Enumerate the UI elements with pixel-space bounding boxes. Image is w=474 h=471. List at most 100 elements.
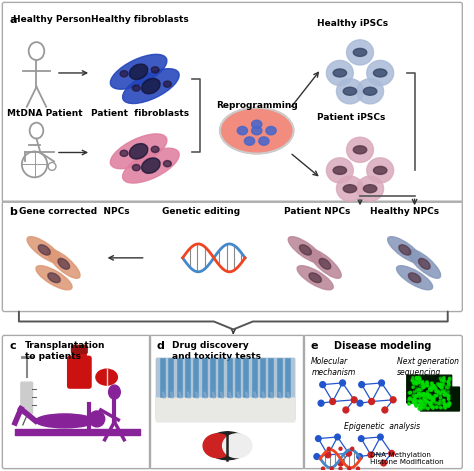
Ellipse shape xyxy=(440,406,443,409)
Ellipse shape xyxy=(318,400,324,406)
Ellipse shape xyxy=(418,381,420,383)
Ellipse shape xyxy=(343,407,349,413)
Ellipse shape xyxy=(419,396,421,398)
Ellipse shape xyxy=(416,378,419,380)
Ellipse shape xyxy=(346,137,374,162)
Ellipse shape xyxy=(439,385,441,387)
Ellipse shape xyxy=(432,384,434,387)
Ellipse shape xyxy=(368,452,374,458)
Ellipse shape xyxy=(432,397,435,399)
Ellipse shape xyxy=(423,392,425,395)
Ellipse shape xyxy=(423,407,426,409)
Ellipse shape xyxy=(223,434,252,458)
Ellipse shape xyxy=(330,398,336,405)
Ellipse shape xyxy=(419,404,422,406)
Ellipse shape xyxy=(444,406,446,409)
Text: Genetic editing: Genetic editing xyxy=(162,207,240,216)
Ellipse shape xyxy=(422,394,425,397)
Ellipse shape xyxy=(428,388,431,390)
Ellipse shape xyxy=(415,390,418,392)
Ellipse shape xyxy=(132,164,140,171)
Ellipse shape xyxy=(443,377,445,379)
Ellipse shape xyxy=(413,398,416,400)
Ellipse shape xyxy=(447,402,450,405)
Ellipse shape xyxy=(129,144,148,159)
Ellipse shape xyxy=(346,450,352,456)
Ellipse shape xyxy=(435,387,437,389)
Ellipse shape xyxy=(434,389,437,391)
Ellipse shape xyxy=(431,384,433,387)
Ellipse shape xyxy=(389,450,394,456)
Ellipse shape xyxy=(412,401,415,403)
Ellipse shape xyxy=(422,394,425,397)
Ellipse shape xyxy=(58,259,70,269)
Ellipse shape xyxy=(422,386,425,388)
Ellipse shape xyxy=(447,398,450,400)
FancyBboxPatch shape xyxy=(68,356,91,388)
Ellipse shape xyxy=(252,126,262,135)
Ellipse shape xyxy=(409,273,421,283)
Text: d: d xyxy=(156,341,164,351)
Ellipse shape xyxy=(421,404,423,406)
Ellipse shape xyxy=(413,391,416,393)
Ellipse shape xyxy=(429,404,432,406)
Ellipse shape xyxy=(418,378,420,380)
Ellipse shape xyxy=(423,401,425,404)
Text: Epigenetic  analysis: Epigenetic analysis xyxy=(345,422,420,431)
Ellipse shape xyxy=(438,391,440,393)
Ellipse shape xyxy=(309,249,341,278)
Ellipse shape xyxy=(448,378,451,381)
Ellipse shape xyxy=(436,406,438,408)
Ellipse shape xyxy=(420,406,422,408)
FancyBboxPatch shape xyxy=(156,358,295,420)
Ellipse shape xyxy=(411,398,414,401)
Ellipse shape xyxy=(446,394,448,397)
Ellipse shape xyxy=(448,377,451,380)
Ellipse shape xyxy=(369,398,374,405)
Ellipse shape xyxy=(430,389,432,391)
Ellipse shape xyxy=(340,380,346,386)
Ellipse shape xyxy=(314,454,319,459)
Ellipse shape xyxy=(429,402,432,404)
Ellipse shape xyxy=(419,384,422,387)
Ellipse shape xyxy=(316,436,321,441)
Ellipse shape xyxy=(346,40,374,65)
Ellipse shape xyxy=(328,447,330,450)
Ellipse shape xyxy=(413,401,415,404)
Ellipse shape xyxy=(440,386,443,389)
Ellipse shape xyxy=(425,399,427,402)
Ellipse shape xyxy=(444,406,447,409)
Ellipse shape xyxy=(447,387,449,389)
Ellipse shape xyxy=(414,399,416,401)
Ellipse shape xyxy=(382,407,388,413)
Ellipse shape xyxy=(367,60,393,86)
Text: Healthy NPCs: Healthy NPCs xyxy=(370,207,439,216)
Ellipse shape xyxy=(321,467,324,470)
Text: DNA Methylation
Histone Modification: DNA Methylation Histone Modification xyxy=(370,452,443,465)
Ellipse shape xyxy=(120,71,128,77)
Ellipse shape xyxy=(416,382,418,385)
Text: Healthy Person: Healthy Person xyxy=(13,15,91,24)
Ellipse shape xyxy=(443,380,446,382)
Text: Patient NPCs: Patient NPCs xyxy=(284,207,350,216)
Ellipse shape xyxy=(415,395,418,398)
Ellipse shape xyxy=(420,389,423,391)
Ellipse shape xyxy=(419,405,421,407)
Ellipse shape xyxy=(421,381,424,383)
Ellipse shape xyxy=(423,399,425,402)
Ellipse shape xyxy=(164,81,172,87)
Ellipse shape xyxy=(109,385,120,399)
Ellipse shape xyxy=(330,467,333,470)
Ellipse shape xyxy=(333,69,346,77)
Ellipse shape xyxy=(151,146,159,153)
Ellipse shape xyxy=(379,380,384,386)
Ellipse shape xyxy=(288,236,323,263)
Text: Drug discovery
and toxicity tests: Drug discovery and toxicity tests xyxy=(172,341,261,361)
Text: e: e xyxy=(310,341,318,351)
Ellipse shape xyxy=(338,460,344,466)
Ellipse shape xyxy=(27,236,62,263)
Ellipse shape xyxy=(425,396,428,398)
Ellipse shape xyxy=(447,396,450,398)
Ellipse shape xyxy=(333,166,346,174)
Ellipse shape xyxy=(259,137,269,145)
